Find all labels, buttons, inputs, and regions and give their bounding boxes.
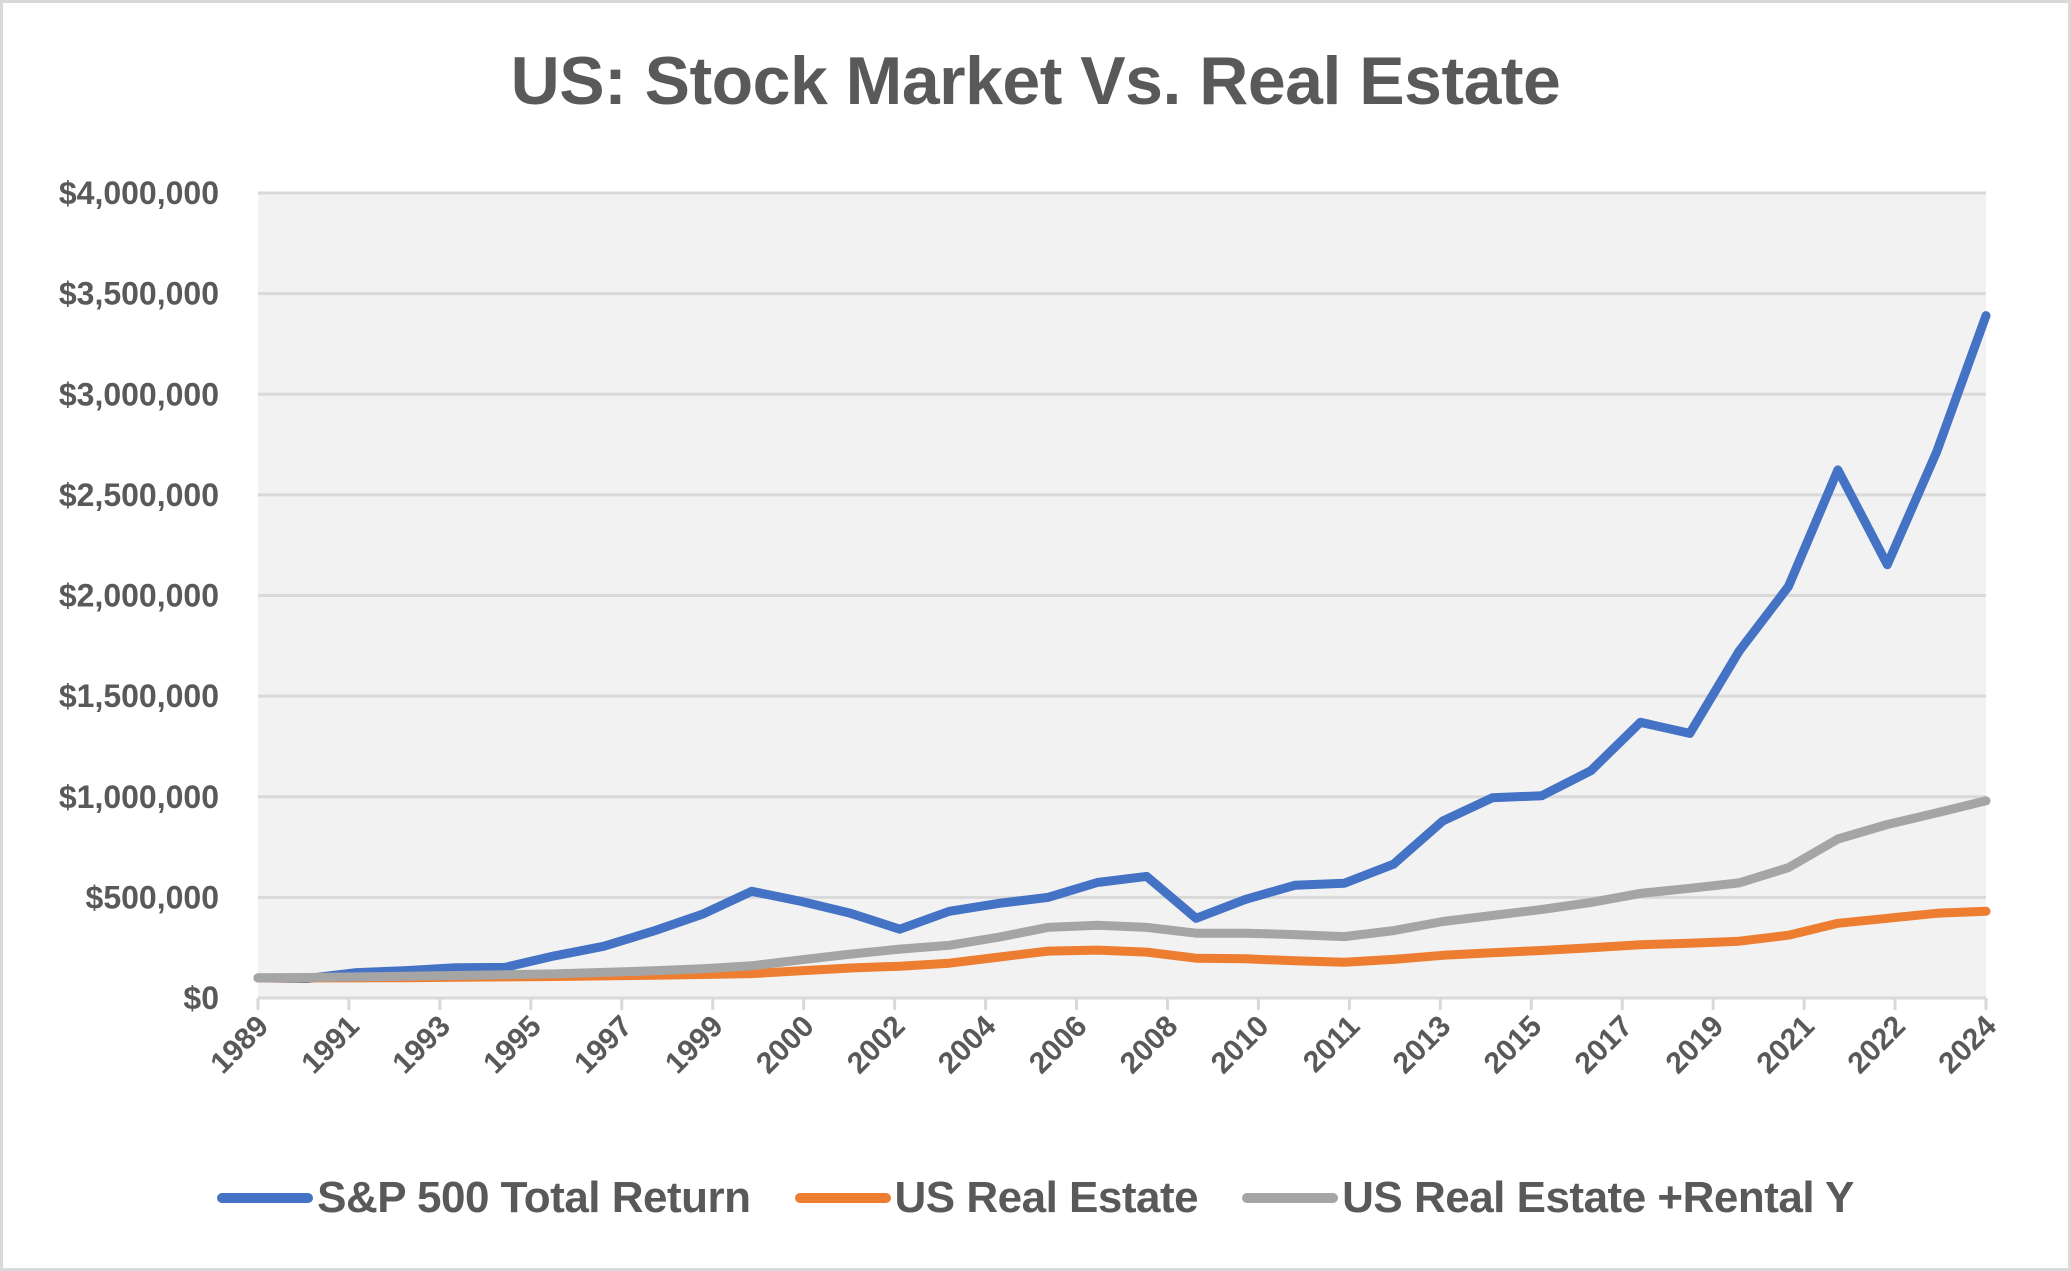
x-tick-label: 2010 [1205,1010,1276,1081]
y-tick-label: $2,500,000 [59,477,219,513]
y-axis: $0 $500,000 $1,000,000 $1,500,000 $2,000,000… [59,175,219,1016]
legend-item-us-real-estate[interactable]: US Real Estate [794,1173,1199,1223]
x-tick-label: 2015 [1478,1010,1549,1081]
x-tick-label: 1989 [204,1010,275,1081]
series-line-us-real-estate-rental-y[interactable] [253,796,1991,983]
y-tick-label: $3,000,000 [59,376,219,412]
legend-label: S&P 500 Total Return [317,1173,751,1222]
x-tick-label: 1993 [386,1010,457,1081]
y-tick-label: $1,500,000 [59,678,219,714]
y-tick-label: $500,000 [86,879,219,915]
gridlines [258,191,1986,1000]
x-tick-label: 2000 [750,1010,821,1081]
legend-swatch-us-real-estate-rental [1242,1193,1339,1203]
x-tick-label: 2013 [1387,1010,1458,1081]
chart-title: US: Stock Market Vs. Real Estate [510,43,1561,119]
y-tick-label: $2,000,000 [59,578,219,614]
legend: S&P 500 Total Return US Real Estate US R… [0,1168,2071,1228]
x-tick-label: 1991 [295,1010,366,1081]
x-tick-label: 2002 [841,1010,912,1081]
x-tick-label: 2006 [1023,1010,1094,1081]
x-tick-label: 2004 [932,1009,1003,1080]
legend-swatch-us-real-estate [794,1193,891,1203]
legend-item-sp500[interactable]: S&P 500 Total Return [217,1173,751,1223]
series-lines [253,311,1991,983]
x-tick-label: 1995 [477,1010,548,1081]
y-tick-label: $4,000,000 [59,175,219,211]
x-tick-label: 1997 [568,1010,639,1081]
legend-label: US Real Estate +Rental Y [1342,1173,1854,1222]
x-tick-label: 2008 [1114,1010,1185,1081]
y-tick-label: $3,500,000 [59,276,219,312]
legend-item-us-real-estate-rental[interactable]: US Real Estate +Rental Y [1242,1173,1854,1223]
x-tick-label: 2017 [1569,1010,1640,1081]
legend-swatch-sp500 [217,1193,314,1203]
x-tick-label: 1999 [659,1010,730,1081]
series-line-s-p-500-total-return[interactable] [253,311,1991,983]
x-tick-label: 2021 [1751,1010,1822,1081]
x-tick-label: 2024 [1932,1009,2003,1080]
x-axis: 1989 1991 1993 1995 1997 1999 2000 2002 2004 2006… [204,998,2003,1080]
y-tick-label: $0 [183,980,219,1016]
legend-label: US Real Estate [894,1173,1199,1222]
x-tick-label: 2019 [1660,1010,1731,1081]
y-tick-label: $1,000,000 [59,779,219,815]
x-tick-label: 2011 [1297,1010,1366,1079]
x-tick-label: 2022 [1841,1010,1912,1081]
